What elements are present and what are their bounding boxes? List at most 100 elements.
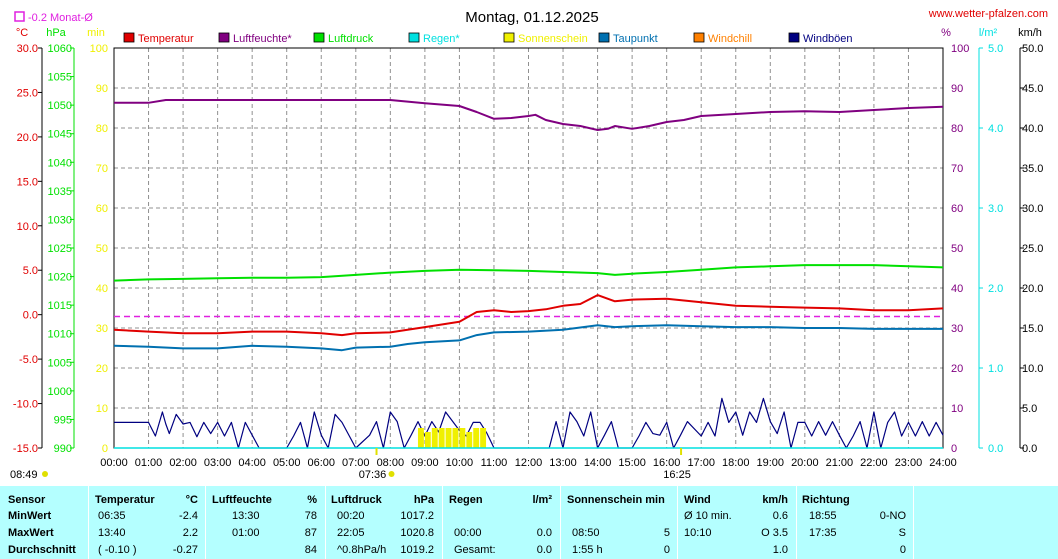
stats-cell: Wind [684, 494, 711, 506]
axis-tick-label: 2.0 [988, 283, 1003, 295]
axis-tick-label: 10 [951, 403, 963, 415]
axis-tick-label: 0.0 [23, 310, 38, 322]
axis-tick-label: 1010 [48, 329, 72, 341]
stats-cell: Richtung [802, 494, 850, 506]
stats-cell: Temperatur [95, 494, 155, 506]
axis-tick-label: 90 [951, 83, 963, 95]
column-separator [325, 486, 326, 559]
axes: 30.0 25.0 20.0 15.0 10.0 5.0 0.0 -5.0 -10.0 -15.0… [13, 43, 1044, 455]
axis-tick-label: 1045 [48, 129, 72, 141]
legend-swatch [503, 32, 515, 43]
axis-tick-label: 4.0 [988, 123, 1003, 135]
axis-tick-label: 40.0 [1022, 123, 1043, 135]
sunshine-bar [431, 428, 438, 448]
axis-tick-label: 990 [54, 443, 72, 455]
axis-tick-label: 5.0 [1022, 403, 1037, 415]
x-tick-label: 19:00 [757, 457, 785, 469]
x-tick-label: 12:00 [515, 457, 543, 469]
axis-tick-label: -15.0 [13, 443, 38, 455]
stats-cell: Ø 10 min. [684, 510, 732, 522]
legend-swatch [313, 32, 325, 43]
stats-cell: 22:05 [337, 527, 365, 539]
axis-tick-label: 1020 [48, 272, 72, 284]
axis-tick-label: 90 [96, 83, 108, 95]
stats-cell: S [898, 527, 906, 539]
legend-swatch [218, 32, 230, 43]
stats-cell: 17:35 [809, 527, 837, 539]
stats-cell: 06:35 [98, 510, 126, 522]
sunrise-icon [388, 471, 395, 477]
axis-tick-label: -10.0 [13, 399, 38, 411]
x-tick-label: 05:00 [273, 457, 301, 469]
sunshine-bar [459, 428, 466, 448]
stats-cell: 01:00 [232, 527, 260, 539]
x-tick-label: 10:00 [446, 457, 474, 469]
stats-cell: Gesamt: [454, 544, 496, 556]
axis-tick-label: 0.0 [1022, 443, 1037, 455]
stats-cell: MinWert [8, 510, 52, 522]
stats-cell: 13:40 [98, 527, 126, 539]
axis-tick-label: -5.0 [19, 354, 38, 366]
stats-cell: 13:30 [232, 510, 260, 522]
axis-tick-label: 30 [96, 323, 108, 335]
x-tick-label: 06:00 [307, 457, 335, 469]
axis-tick-label: 20 [951, 363, 963, 375]
column-separator [205, 486, 206, 559]
stats-cell: Sensor [8, 494, 46, 506]
series-dewpoint [113, 324, 943, 352]
x-tick-label: 01:00 [135, 457, 163, 469]
axis-tick-label: 50 [96, 243, 108, 255]
axis-tick-label: 60 [96, 203, 108, 215]
axis-tick-label: 0 [102, 443, 108, 455]
axis-tick-label: 15.0 [17, 176, 38, 188]
x-tick-label: 18:00 [722, 457, 750, 469]
legend-label: Windchill [708, 33, 752, 45]
stats-cell: -2.4 [179, 510, 198, 522]
column-separator [677, 486, 678, 559]
legend-swatch [693, 32, 705, 43]
axis-tick-label: 80 [951, 123, 963, 135]
axis-unit-label: min [87, 27, 105, 39]
axis-tick-label: 20.0 [1022, 283, 1043, 295]
x-tick-label: 15:00 [618, 457, 646, 469]
legend-label: Regen* [423, 33, 460, 45]
axis-tick-label: 1040 [48, 157, 72, 169]
stats-cell: Luftfeuchte [212, 494, 272, 506]
x-tick-label: 08:00 [377, 457, 405, 469]
axis-tick-label: 100 [90, 43, 108, 55]
column-separator [88, 486, 89, 559]
axis-tick-label: 25.0 [1022, 243, 1043, 255]
axis-unit-label: hPa [46, 27, 66, 39]
stats-cell: 00:20 [337, 510, 365, 522]
axis-tick-label: 0 [951, 443, 957, 455]
x-tick-label: 03:00 [204, 457, 232, 469]
axis-tick-label: 1000 [48, 386, 72, 398]
axis-tick-label: 1055 [48, 72, 72, 84]
stats-cell: km/h [762, 494, 788, 506]
weather-chart: Montag, 01.12.2025 www.wetter-pfalzen.co… [10, 8, 1048, 481]
series-layer [113, 99, 944, 449]
column-separator [560, 486, 561, 559]
column-separator [442, 486, 443, 559]
axis-tick-label: 80 [96, 123, 108, 135]
x-tick-label: 21:00 [826, 457, 854, 469]
legend-label: Sonnenschein [518, 33, 588, 45]
axis-tick-label: 10.0 [17, 221, 38, 233]
stats-cell: 1019.2 [400, 544, 434, 556]
stats-cell: Sonnenschein min [567, 494, 665, 506]
legend-label: Luftfeuchte* [233, 33, 292, 45]
axis-tick-label: 5.0 [988, 43, 1003, 55]
legend: Temperatur Luftfeuchte* Luftdruck Regen* Son… [123, 32, 853, 45]
axis-tick-label: 1060 [48, 43, 72, 55]
stats-cell: 5 [663, 527, 670, 539]
x-axis: 00:00 01:00 02:00 03:00 04:00 05:00 06:00 07:00… [10, 448, 957, 481]
axis-tick-label: 45.0 [1022, 83, 1043, 95]
axis-tick-label: 30.0 [1022, 203, 1043, 215]
source-link[interactable]: www.wetter-pfalzen.com [928, 8, 1048, 20]
series-gust [114, 397, 944, 449]
axis-tick-label: 10.0 [1022, 363, 1043, 375]
stats-cell: Durchschnitt [8, 544, 76, 556]
sunshine-bar [445, 428, 452, 448]
x-tick-label: 24:00 [929, 457, 957, 469]
sun-time-label: 16:25 [663, 469, 691, 481]
